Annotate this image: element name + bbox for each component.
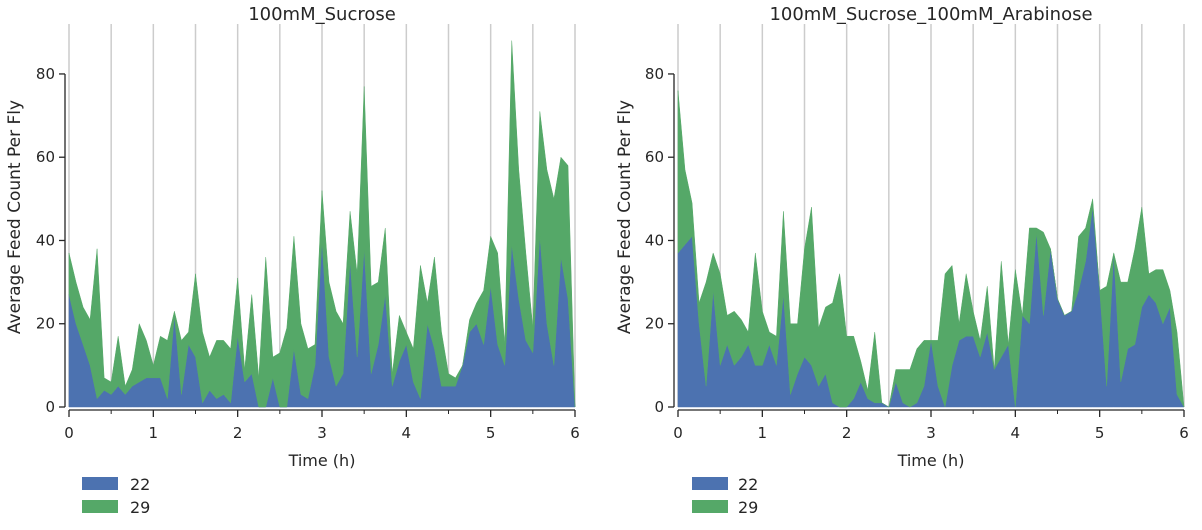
x-tick-label: 6 [570, 424, 580, 442]
chart-title: 100mM_Sucrose_100mM_Arabinose [769, 4, 1092, 25]
legend: 22 29 [692, 475, 758, 517]
y-tick-label: 20 [645, 315, 664, 333]
y-tick-label: 80 [36, 65, 55, 83]
y-tick-label: 80 [645, 65, 664, 83]
x-axis-label: Time (h) [288, 451, 356, 470]
y-tick-label: 0 [45, 398, 55, 416]
y-axis-label: Average Feed Count Per Fly [5, 100, 25, 334]
legend-swatch-29 [692, 500, 728, 513]
x-tick-label: 1 [149, 424, 159, 442]
x-tick-label: 6 [1179, 424, 1189, 442]
x-tick-label: 3 [317, 424, 327, 442]
y-tick-label: 20 [36, 315, 55, 333]
y-tick-label: 40 [645, 231, 664, 249]
y-axis-label: Average Feed Count Per Fly [615, 100, 635, 334]
x-tick-label: 3 [926, 424, 936, 442]
x-tick-label: 4 [1011, 424, 1021, 442]
legend-swatch-22 [82, 477, 118, 490]
legend: 22 29 [82, 475, 150, 517]
legend-label-22: 22 [738, 475, 758, 494]
legend-label-29: 29 [130, 498, 150, 517]
y-tick-label: 0 [654, 398, 664, 416]
x-tick-label: 2 [842, 424, 852, 442]
x-tick-label: 2 [233, 424, 243, 442]
chart-panel-sucrose: 100mM_Sucrose Time (h) Average Feed Coun… [5, 4, 580, 517]
legend-swatch-29 [82, 500, 118, 513]
y-tick-label: 60 [36, 148, 55, 166]
chart-panel-sucrose-arabinose: 100mM_Sucrose_100mM_Arabinose Time (h) A… [615, 4, 1189, 517]
y-tick-label: 40 [36, 231, 55, 249]
legend-label-29: 29 [738, 498, 758, 517]
y-tick-label: 60 [645, 148, 664, 166]
x-tick-label: 1 [758, 424, 768, 442]
x-tick-label: 5 [486, 424, 496, 442]
x-tick-label: 5 [1095, 424, 1105, 442]
chart-title: 100mM_Sucrose [248, 4, 396, 25]
x-axis-label: Time (h) [897, 451, 965, 470]
x-tick-label: 0 [64, 424, 74, 442]
x-tick-label: 4 [402, 424, 412, 442]
legend-swatch-22 [692, 477, 728, 490]
x-tick-label: 0 [673, 424, 683, 442]
legend-label-22: 22 [130, 475, 150, 494]
